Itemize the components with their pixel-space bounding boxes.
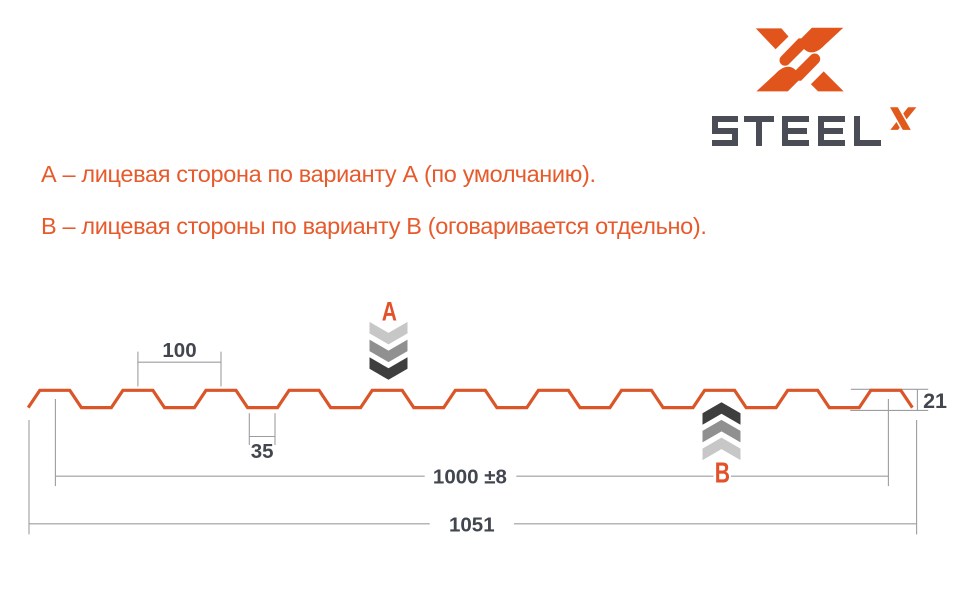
svg-text:В: В — [715, 458, 730, 490]
svg-text:А: А — [382, 297, 397, 327]
svg-text:1000 ±8: 1000 ±8 — [433, 466, 507, 489]
svg-text:21: 21 — [923, 389, 947, 413]
svg-text:35: 35 — [251, 440, 274, 463]
svg-text:100: 100 — [162, 339, 196, 362]
svg-text:1051: 1051 — [449, 514, 495, 537]
